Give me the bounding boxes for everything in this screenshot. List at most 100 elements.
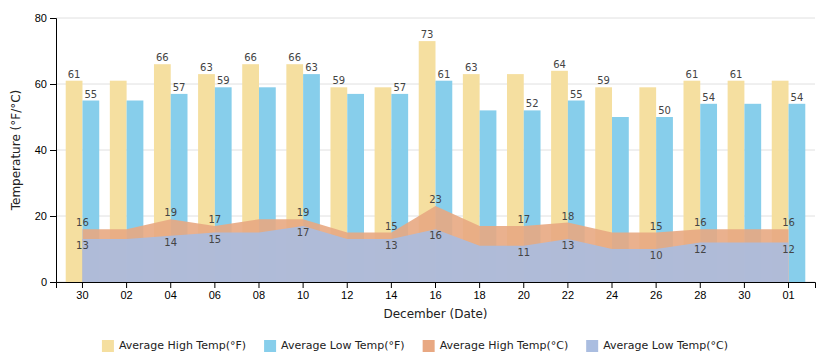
data-label: 55: [570, 89, 583, 100]
x-tick-label: 28: [694, 289, 706, 301]
x-tick: 20: [518, 282, 530, 301]
data-label: 66: [288, 52, 301, 63]
data-label: 16: [76, 217, 89, 228]
x-tick-mark: [612, 282, 613, 288]
x-tick: 26: [650, 282, 662, 301]
y-tick-label: 20: [35, 210, 47, 222]
x-tick-mark: [700, 282, 701, 288]
y-tick-label: 60: [35, 78, 47, 90]
x-axis-line: [57, 283, 816, 289]
data-label: 57: [173, 82, 186, 93]
legend-label: Average High Temp(°C): [440, 339, 569, 352]
x-tick-mark: [479, 282, 480, 288]
x-tick-mark: [523, 282, 524, 288]
x-tick-label: 20: [518, 289, 530, 301]
data-label: 13: [76, 240, 89, 251]
area: [82, 226, 788, 282]
x-tick-mark: [126, 282, 127, 288]
data-label: 52: [526, 98, 539, 109]
x-tick: 06: [209, 282, 221, 301]
x-tick: 30: [76, 282, 88, 301]
y-tick-mark: [50, 216, 56, 217]
legend-label: Average High Temp(°F): [119, 339, 246, 352]
data-label: 16: [429, 230, 442, 241]
x-tick-label: 30: [738, 289, 750, 301]
y-tick: 0: [41, 276, 56, 288]
data-label: 15: [208, 234, 221, 245]
data-label: 18: [562, 211, 575, 222]
x-tick-mark: [82, 282, 83, 288]
legend-swatch: [423, 340, 435, 352]
x-axis-title: December (Date): [383, 307, 487, 321]
y-axis: 020406080: [35, 12, 57, 288]
x-tick-label: 01: [782, 289, 794, 301]
x-tick: 12: [341, 282, 353, 301]
data-label: 63: [200, 62, 213, 73]
legend-swatch: [586, 340, 598, 352]
data-labels: 6166636666597363645961615557596357615255…: [68, 29, 804, 261]
legend-label: Average Low Temp(°F): [281, 339, 405, 352]
data-label: 12: [694, 244, 707, 255]
legend: Average High Temp(°F) Average Low Temp(°F…: [102, 339, 728, 352]
x-tick-label: 10: [297, 289, 309, 301]
data-label: 50: [658, 105, 671, 116]
legend-item: Average High Temp(°F): [102, 339, 246, 352]
x-tick-mark: [656, 282, 657, 288]
bar: [789, 104, 806, 282]
legend-item: Average Low Temp(°F): [264, 339, 405, 352]
x-tick-mark: [258, 282, 259, 288]
data-label: 61: [686, 69, 699, 80]
x-tick: 28: [694, 282, 706, 301]
data-label: 55: [84, 89, 97, 100]
x-tick-label: 18: [474, 289, 486, 301]
x-tick-label: 02: [120, 289, 132, 301]
data-label: 15: [385, 221, 398, 232]
data-label: 15: [650, 221, 663, 232]
x-tick-label: 22: [562, 289, 574, 301]
x-tick: 22: [562, 282, 574, 301]
x-tick: 10: [297, 282, 309, 301]
x-tick-mark: [170, 282, 171, 288]
data-label: 17: [517, 214, 530, 225]
x-tick-label: 16: [429, 289, 441, 301]
data-label: 13: [385, 240, 398, 251]
data-label: 14: [164, 237, 177, 248]
data-label: 17: [208, 214, 221, 225]
data-label: 61: [730, 69, 743, 80]
x-tick-label: 06: [209, 289, 221, 301]
x-tick: 18: [474, 282, 486, 301]
x-tick-mark: [347, 282, 348, 288]
data-label: 11: [517, 247, 530, 258]
x-tick: 04: [165, 282, 177, 301]
x-tick: 14: [385, 282, 397, 301]
data-label: 63: [465, 62, 478, 73]
x-tick-label: 24: [606, 289, 618, 301]
grid-line: [56, 18, 815, 19]
data-label: 54: [791, 92, 804, 103]
data-label: 54: [702, 92, 715, 103]
data-label: 23: [429, 194, 442, 205]
data-label: 59: [332, 75, 345, 86]
data-label: 12: [782, 244, 795, 255]
x-tick-label: 14: [385, 289, 397, 301]
x-tick: 02: [120, 282, 132, 301]
y-tick-mark: [50, 282, 56, 283]
legend-item: Average High Temp(°C): [423, 339, 569, 352]
y-tick: 80: [35, 12, 56, 24]
y-axis-title: Temperature (°F/°C): [9, 90, 23, 212]
x-tick-label: 04: [165, 289, 177, 301]
x-tick-mark: [435, 282, 436, 288]
y-tick-mark: [50, 84, 56, 85]
x-tick: 01: [782, 282, 794, 301]
bar: [66, 81, 83, 282]
marks: [66, 41, 806, 282]
data-label: 16: [782, 217, 795, 228]
legend-item: Average Low Temp(°C): [586, 339, 728, 352]
x-tick-label: 08: [253, 289, 265, 301]
data-label: 66: [244, 52, 257, 63]
grid: [56, 18, 815, 282]
y-tick-label: 80: [35, 12, 47, 24]
area: [82, 206, 788, 282]
x-tick: 24: [606, 282, 618, 301]
data-label: 10: [650, 250, 663, 261]
